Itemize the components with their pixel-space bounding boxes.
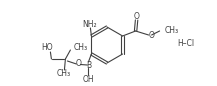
- Text: O: O: [76, 59, 81, 68]
- Text: O: O: [149, 31, 155, 40]
- Text: B: B: [86, 61, 91, 70]
- Text: NH₂: NH₂: [82, 20, 97, 28]
- Text: O: O: [134, 12, 140, 21]
- Text: CH₃: CH₃: [56, 69, 71, 79]
- Text: CH₃: CH₃: [73, 42, 87, 52]
- Text: OH: OH: [83, 74, 94, 84]
- Text: H–Cl: H–Cl: [178, 39, 195, 47]
- Text: HO: HO: [42, 42, 53, 52]
- Text: CH₃: CH₃: [164, 26, 179, 34]
